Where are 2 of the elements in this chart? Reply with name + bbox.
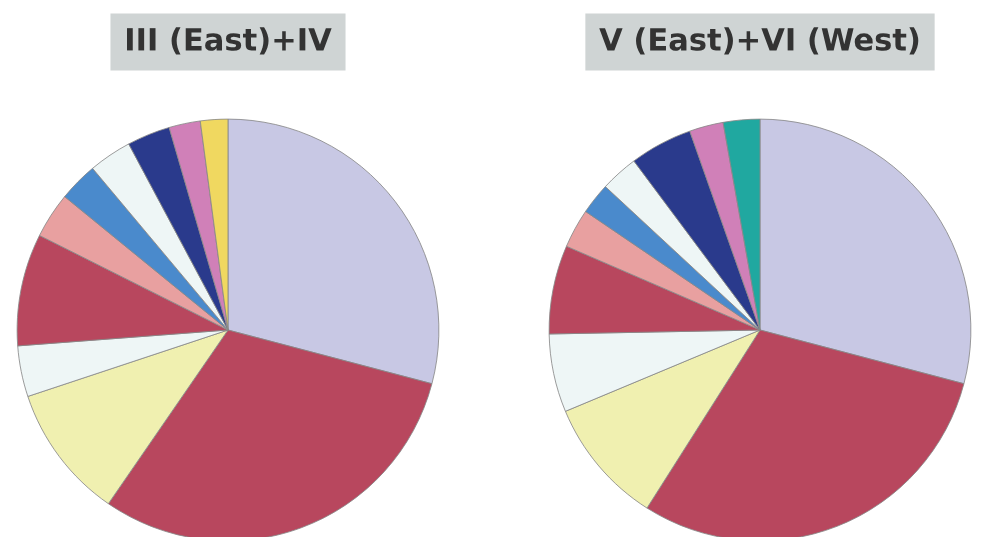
chart-title: III (East)+IV — [127, 27, 332, 55]
chart-title: V (East)+VI (West) — [599, 27, 919, 55]
